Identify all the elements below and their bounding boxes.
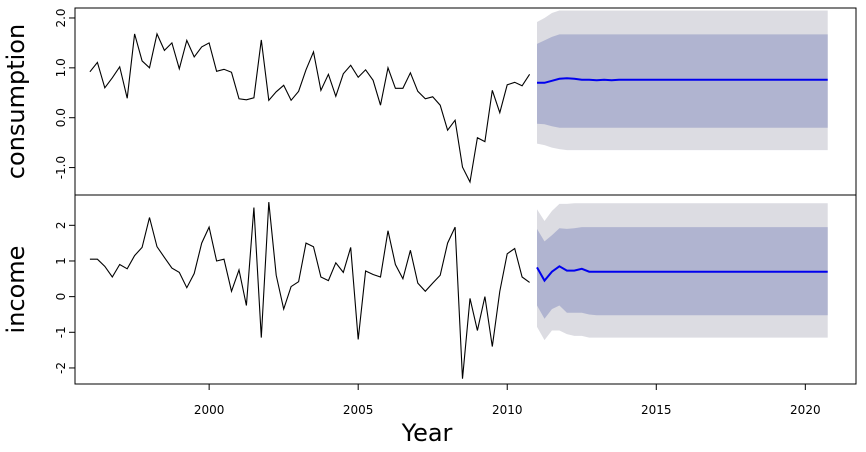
y-tick-label: -1.0 <box>54 156 68 179</box>
forecast-line <box>537 77 828 84</box>
y-axis-label: income <box>2 246 30 334</box>
x-tick-label: 2000 <box>194 403 225 417</box>
x-tick-label: 2020 <box>790 403 821 417</box>
y-tick-label: -2 <box>54 362 68 374</box>
x-tick-label: 2015 <box>641 403 672 417</box>
x-axis-label: Year <box>401 419 453 447</box>
x-axis: 2000 2005 2010 2015 2020 <box>194 384 821 417</box>
y-tick-label: 1.0 <box>54 58 68 77</box>
history-line <box>89 32 531 184</box>
income-panel: -2 -1 0 1 2 income <box>2 194 857 385</box>
forecast-line <box>536 265 828 283</box>
x-tick-label: 2005 <box>343 403 374 417</box>
band-80 <box>537 34 828 128</box>
band-80 <box>537 227 828 319</box>
y-tick-label: 2.0 <box>54 8 68 27</box>
y-tick-label: 2 <box>54 221 68 229</box>
x-tick-label: 2010 <box>492 403 523 417</box>
consumption-panel: -1.0 0.0 1.0 2.0 consumption <box>2 7 857 196</box>
history-line <box>89 202 530 379</box>
panel-frame <box>74 194 857 385</box>
y-tick-label: 0.0 <box>54 108 68 127</box>
y-axis-label: consumption <box>2 24 30 179</box>
y-tick-label: 1 <box>54 257 68 265</box>
y-tick-label: 0 <box>54 293 68 301</box>
y-tick-label: -1 <box>54 326 68 338</box>
